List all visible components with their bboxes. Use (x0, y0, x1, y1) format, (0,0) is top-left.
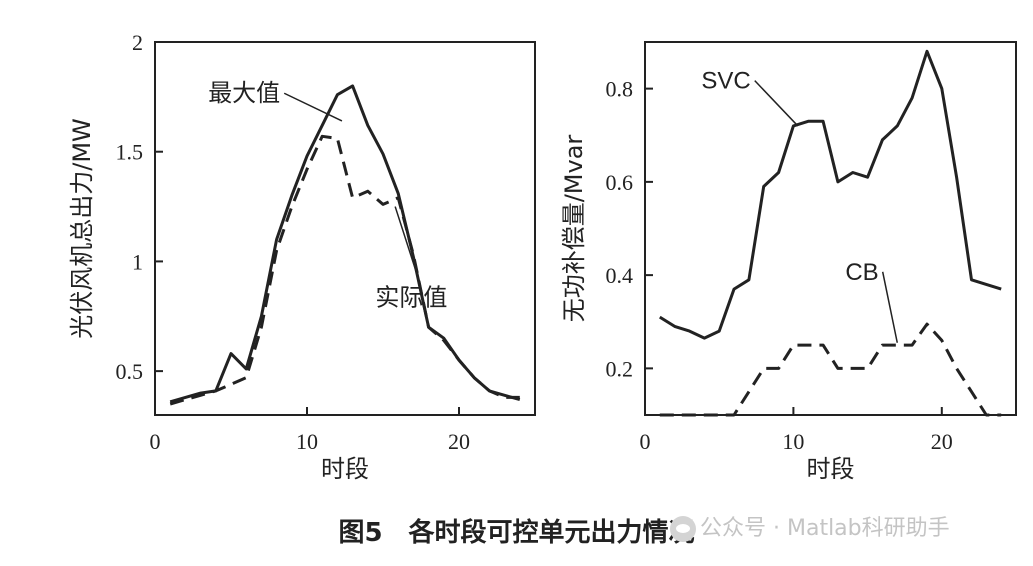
y-tick-label: 2 (132, 30, 143, 55)
x-axis-label: 时段 (321, 455, 369, 483)
annotation-label: 实际值 (375, 283, 447, 311)
chart-2: 0 10 20 0.2 0.4 0.6 0.8 时段 无功补偿量/Mvar SVC CB (560, 41, 1017, 483)
y-tick-label: 1.5 (116, 140, 144, 165)
x-tick-label: 10 (782, 429, 804, 454)
watermark: 公众号 · Matlab科研助手 (670, 510, 950, 542)
plot-frame (644, 41, 1017, 416)
y-axis-label: 光伏风机总出力/MW (68, 118, 96, 339)
y-tick-label: 0.4 (606, 263, 634, 288)
annotation-leader-line (394, 206, 420, 280)
x-axis-label: 时段 (807, 455, 855, 483)
annotation-leader-line (881, 271, 899, 343)
x-tick-label: 0 (640, 429, 651, 454)
annotation-label: 最大值 (208, 79, 280, 107)
y-tick-label: 0.5 (116, 359, 144, 384)
y-tick-label: 0.2 (606, 356, 634, 381)
y-axis-label: 无功补偿量/Mvar (560, 135, 588, 323)
plot-frame (154, 41, 536, 416)
annotation-leader-line (283, 92, 343, 122)
series-line-1 (169, 84, 521, 404)
x-tick-label: 20 (931, 429, 953, 454)
watermark-text: 公众号 · Matlab科研助手 (700, 516, 950, 541)
annotation-label: SVC (701, 68, 750, 95)
y-tick-label: 1 (132, 249, 143, 274)
series-line-2 (169, 134, 520, 406)
x-tick-label: 10 (296, 429, 318, 454)
x-tick-label: 20 (448, 429, 470, 454)
annotation-label: CB (845, 259, 878, 286)
x-tick-label: 0 (150, 429, 161, 454)
annotation-leader-line (754, 80, 799, 127)
series-line-2 (659, 322, 1002, 417)
figure-caption: 图5 各时段可控单元出力情况 (338, 518, 695, 548)
series-line-1 (659, 49, 1002, 340)
y-tick-label: 0.6 (606, 170, 634, 195)
y-tick-label: 0.8 (606, 77, 634, 102)
wechat-icon (670, 516, 696, 542)
